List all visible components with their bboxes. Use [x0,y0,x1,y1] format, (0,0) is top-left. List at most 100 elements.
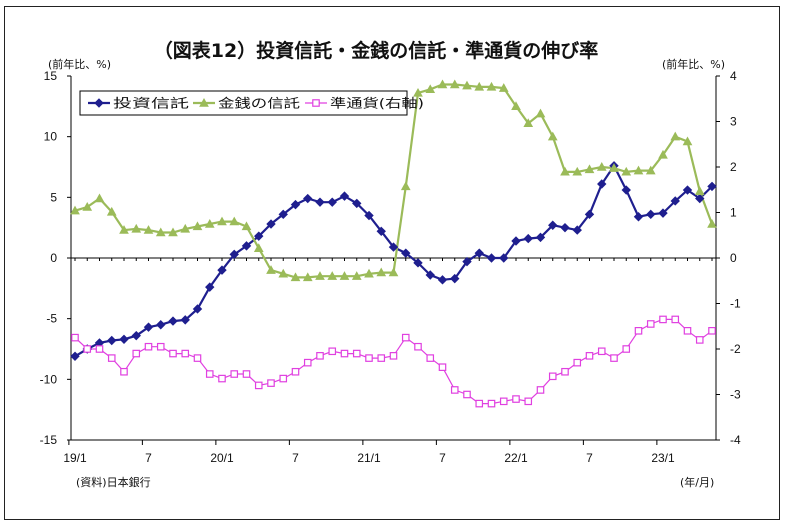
investment-trust-point [499,253,509,263]
chart-title: （図表12）投資信託・金銭の信託・準通貨の伸び率 [154,39,598,62]
investment-trust-point [572,225,582,235]
quasi-money-point [169,349,177,358]
investment-trust-point [143,322,154,332]
chart-frame [4,6,780,520]
investment-trust-point [511,236,521,246]
money-trust-point [143,225,154,234]
x-tick-label: 7 [292,451,299,465]
investment-trust-point [450,273,460,284]
money-trust-point [351,271,362,280]
money-trust-point [315,271,325,280]
investment-trust-legend-label: 投資信託 [113,96,190,111]
money-trust-point [449,79,460,89]
money-trust-point [155,227,166,237]
quasi-money-point [107,354,116,362]
investment-trust-point [597,179,607,189]
quasi-money-point [389,352,398,360]
money-trust-point [82,202,93,211]
money-trust-point [192,221,203,231]
quasi-money-point [303,358,312,367]
left-tick-label: -15 [40,433,58,447]
money-trust-point [658,149,668,159]
money-trust-point [106,206,117,216]
money-trust-point [621,166,632,176]
money-trust-point [707,218,717,228]
money-trust-point [609,163,619,172]
money-trust-point [486,81,497,91]
money-trust-point [302,272,313,282]
quasi-money-point [463,390,471,399]
money-trust-point [596,161,607,171]
money-trust-point [694,186,705,195]
investment-trust-point [695,193,705,204]
right-tick-label: 2 [730,160,737,174]
investment-trust-point [621,185,631,195]
investment-trust-point [658,208,668,218]
investment-trust-point [425,270,435,280]
investment-trust-point [535,232,546,243]
quasi-money-point [450,386,459,394]
quasi-money-point [499,397,508,406]
left-tick-label: 10 [44,130,58,144]
quasi-money-point [95,345,104,353]
money-trust-point [511,101,521,111]
left-tick-label: 15 [44,69,58,83]
quasi-money-point [426,354,435,362]
investment-trust-point [584,209,595,220]
right-tick-label: -2 [730,342,741,356]
investment-trust-point [254,231,264,241]
quasi-money-point [708,327,716,335]
quasi-money-point [622,345,631,353]
investment-trust-point [303,193,313,204]
quasi-money-legend-label: 準通貨(右軸) [330,96,424,111]
quasi-money-point [597,347,606,356]
investment-trust-point [401,248,411,258]
money-trust-point [413,87,423,97]
right-tick-label: -3 [730,388,741,402]
x-tick-label: 21/1 [357,451,381,465]
money-trust-point [94,193,105,203]
quasi-money-point [695,336,704,344]
investment-trust-point [413,258,423,268]
x-tick-label: 7 [586,451,593,465]
quasi-money-point [181,349,190,358]
money-trust-point [180,223,191,233]
investment-trust-point [548,220,558,230]
right-tick-label: -4 [730,433,741,447]
quasi-money-point [254,381,263,390]
money-trust-point [266,265,276,274]
money-trust-point [364,268,374,278]
x-tick-label: 19/1 [63,451,87,465]
quasi-money-point [156,342,165,351]
money-trust-point [645,165,656,175]
investment-trust-point [376,226,386,237]
investment-trust-point [205,282,215,292]
left-axis-unit: (前年比、%) [48,57,111,71]
right-axis-unit: (前年比、%) [662,57,725,71]
left-tick-label: -10 [40,372,58,386]
quasi-money-point [352,349,361,358]
quasi-money-point [120,367,128,376]
quasi-money-legend-marker [312,99,320,107]
quasi-money-point [291,367,300,376]
quasi-money-point [365,354,373,362]
money-trust-point [388,267,399,277]
money-trust-point [572,166,583,176]
investment-trust-point [278,209,288,220]
x-tick-label: 22/1 [504,451,528,465]
investment-trust-point [352,198,362,209]
money-trust-point [168,227,178,237]
quasi-money-point [328,347,337,356]
left-tick-label: -5 [46,312,57,326]
money-trust-point [119,225,129,234]
money-trust-point [131,223,142,233]
quasi-money-point [71,333,79,342]
money-trust-point [376,267,387,277]
quasi-money-point [573,358,582,367]
investment-trust-point [388,242,399,252]
money-trust-point [327,271,338,280]
quasi-money-point [659,315,667,324]
investment-trust-point [131,330,141,341]
investment-trust-point [156,320,166,330]
